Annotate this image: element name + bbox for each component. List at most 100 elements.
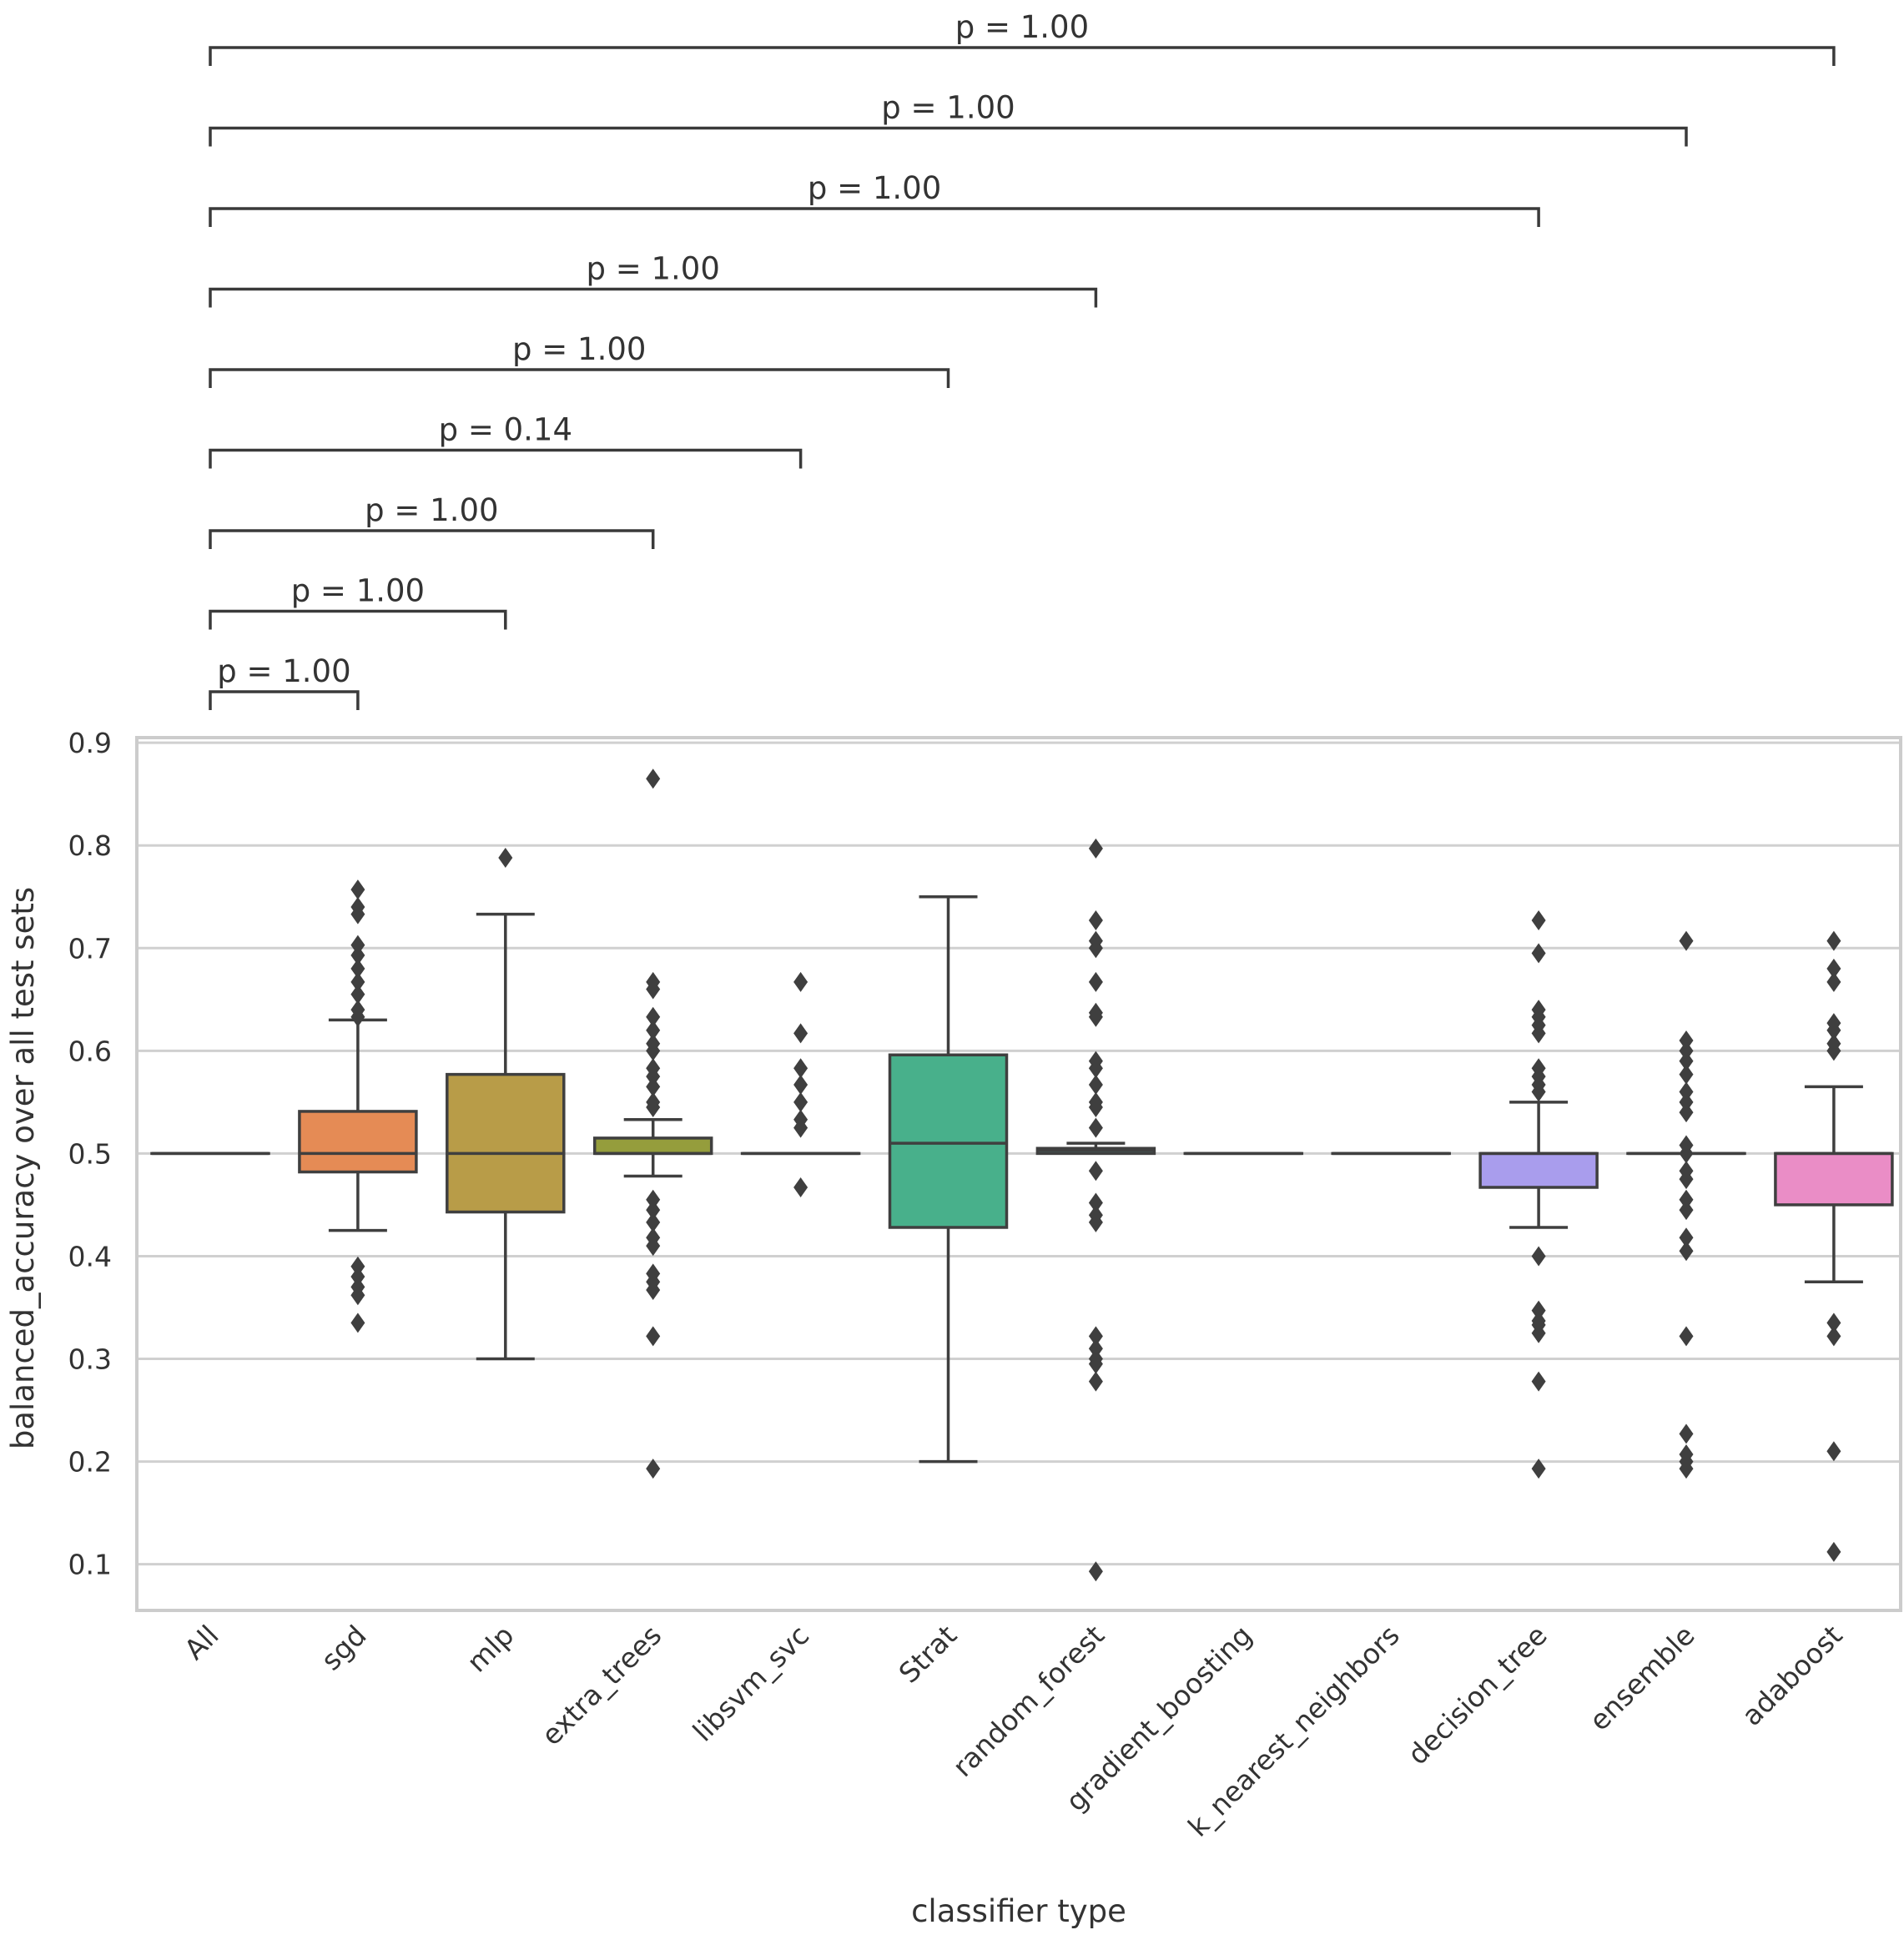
box-random-forest xyxy=(1035,838,1156,1582)
bracket-line xyxy=(209,368,950,388)
outlier-point xyxy=(646,1020,661,1041)
outlier-point xyxy=(350,1313,365,1333)
outlier-point xyxy=(1531,1323,1546,1343)
outlier-point xyxy=(1826,1020,1841,1041)
outlier-point xyxy=(1088,1353,1103,1374)
y-axis-title: balanced_accuracy over all test sets xyxy=(5,887,41,1449)
outlier-point xyxy=(1531,1371,1546,1392)
outlier-point xyxy=(1088,1192,1103,1213)
x-tick-label: ensemble xyxy=(1583,1619,1701,1737)
outlier-point xyxy=(1531,1459,1546,1479)
outlier-point xyxy=(350,958,365,979)
bracket-line xyxy=(209,690,360,710)
outlier-point xyxy=(1531,1023,1546,1044)
bracket-all-vs-random-forest: p = 1.00 xyxy=(209,251,1098,308)
bracket-line xyxy=(209,126,1688,147)
outlier-point xyxy=(1826,1441,1841,1462)
outlier-point xyxy=(646,979,661,1000)
outlier-point xyxy=(1679,1169,1694,1190)
outlier-point xyxy=(1826,930,1841,951)
outlier-point xyxy=(1088,1561,1103,1582)
box-body xyxy=(888,1053,1009,1229)
outlier-point xyxy=(1088,1326,1103,1347)
outlier-point xyxy=(1826,971,1841,992)
x-tick-label: mlp xyxy=(461,1619,521,1679)
bracket-all-vs-adaboost: p = 1.00 xyxy=(209,9,1836,66)
outlier-point xyxy=(498,847,513,868)
y-tick-label: 0.6 xyxy=(68,1035,112,1067)
grid-layer xyxy=(137,741,1901,1566)
p-value-label: p = 0.14 xyxy=(439,412,572,448)
outlier-point xyxy=(793,1117,808,1138)
y-tick-label: 0.1 xyxy=(68,1549,112,1581)
outlier-point xyxy=(350,984,365,1005)
box-adaboost xyxy=(1774,930,1894,1562)
y-tick-label: 0.7 xyxy=(68,932,112,965)
outlier-point xyxy=(1679,1200,1694,1221)
outlier-point xyxy=(1088,971,1103,992)
outlier-point xyxy=(646,1212,661,1232)
p-value-label: p = 1.00 xyxy=(217,653,350,689)
outlier-point xyxy=(1679,1424,1694,1444)
outlier-point xyxy=(646,1326,661,1347)
x-tick-label: adaboost xyxy=(1735,1619,1849,1732)
x-tick-label: Strat xyxy=(893,1619,964,1690)
outlier-point xyxy=(1679,1081,1694,1102)
y-tick-label: 0.9 xyxy=(68,727,112,759)
outlier-point xyxy=(1531,943,1546,964)
box-body xyxy=(1774,1151,1894,1207)
outlier-point xyxy=(1679,1102,1694,1123)
outlier-point xyxy=(1088,1212,1103,1232)
box-body xyxy=(1478,1151,1599,1189)
outlier-point xyxy=(793,1091,808,1112)
outlier-point xyxy=(1088,938,1103,959)
bracket-line xyxy=(209,448,803,469)
box-body xyxy=(592,1136,713,1156)
bracket-line xyxy=(209,287,1098,308)
p-value-label: p = 1.00 xyxy=(881,90,1015,126)
outlier-point xyxy=(1826,1313,1841,1333)
bracket-all-vs-extra-trees: p = 1.00 xyxy=(209,492,655,549)
outlier-point xyxy=(1531,1246,1546,1267)
p-value-label: p = 1.00 xyxy=(291,573,425,609)
bracket-all-vs-Strat: p = 1.00 xyxy=(209,331,950,388)
outlier-point xyxy=(1826,1326,1841,1347)
outlier-point xyxy=(350,1006,365,1027)
outlier-point xyxy=(1679,1459,1694,1479)
outlier-point xyxy=(1679,1064,1694,1085)
bracket-line xyxy=(209,207,1540,227)
outlier-point xyxy=(1088,1371,1103,1392)
outlier-point xyxy=(1679,1041,1694,1061)
outlier-point xyxy=(1088,910,1103,931)
outlier-point xyxy=(1679,1189,1694,1210)
outlier-point xyxy=(793,1074,808,1095)
bracket-all-vs-decision-tree: p = 1.00 xyxy=(209,170,1540,227)
outlier-point xyxy=(646,1066,661,1087)
outlier-point xyxy=(1531,1300,1546,1321)
bracket-line xyxy=(209,529,655,549)
outlier-point xyxy=(1826,958,1841,979)
p-value-label: p = 1.00 xyxy=(365,492,498,528)
y-tick-label: 0.8 xyxy=(68,829,112,862)
p-value-label: p = 1.00 xyxy=(512,331,646,367)
p-value-label: p = 1.00 xyxy=(586,251,719,287)
bracket-all-vs-sgd: p = 1.00 xyxy=(209,653,360,710)
outlier-point xyxy=(1826,1541,1841,1562)
x-tick-label: sgd xyxy=(315,1619,372,1676)
outlier-point xyxy=(793,1023,808,1044)
outlier-point xyxy=(793,971,808,992)
y-tick-label: 0.4 xyxy=(68,1240,112,1272)
outlier-point xyxy=(646,1076,661,1097)
outlier-point xyxy=(646,1280,661,1301)
outlier-point xyxy=(1826,1041,1841,1061)
significance-brackets: p = 1.00 p = 1.00 p = 1.00 p = 0.14 p = 1.00… xyxy=(209,9,1836,710)
outlier-point xyxy=(793,1177,808,1197)
outlier-point xyxy=(1088,1338,1103,1359)
outlier-point xyxy=(1088,1006,1103,1027)
box-body xyxy=(446,1072,566,1214)
p-value-label: p = 1.00 xyxy=(808,170,941,206)
outlier-point xyxy=(1679,1241,1694,1262)
outlier-point xyxy=(793,1058,808,1079)
y-tick-label: 0.2 xyxy=(68,1446,112,1479)
